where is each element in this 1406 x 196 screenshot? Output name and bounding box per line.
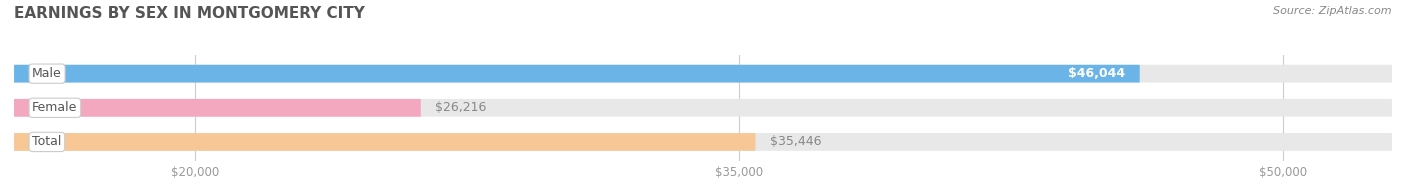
Text: EARNINGS BY SEX IN MONTGOMERY CITY: EARNINGS BY SEX IN MONTGOMERY CITY	[14, 6, 366, 21]
Text: Male: Male	[32, 67, 62, 80]
FancyBboxPatch shape	[14, 99, 420, 117]
Text: Female: Female	[32, 101, 77, 114]
Text: $26,216: $26,216	[436, 101, 486, 114]
Text: Source: ZipAtlas.com: Source: ZipAtlas.com	[1274, 6, 1392, 16]
Text: $35,446: $35,446	[770, 135, 821, 148]
Text: Total: Total	[32, 135, 62, 148]
FancyBboxPatch shape	[14, 133, 755, 151]
FancyBboxPatch shape	[14, 133, 1392, 151]
Text: $46,044: $46,044	[1069, 67, 1125, 80]
FancyBboxPatch shape	[14, 99, 1392, 117]
FancyBboxPatch shape	[14, 65, 1392, 83]
FancyBboxPatch shape	[14, 65, 1140, 83]
